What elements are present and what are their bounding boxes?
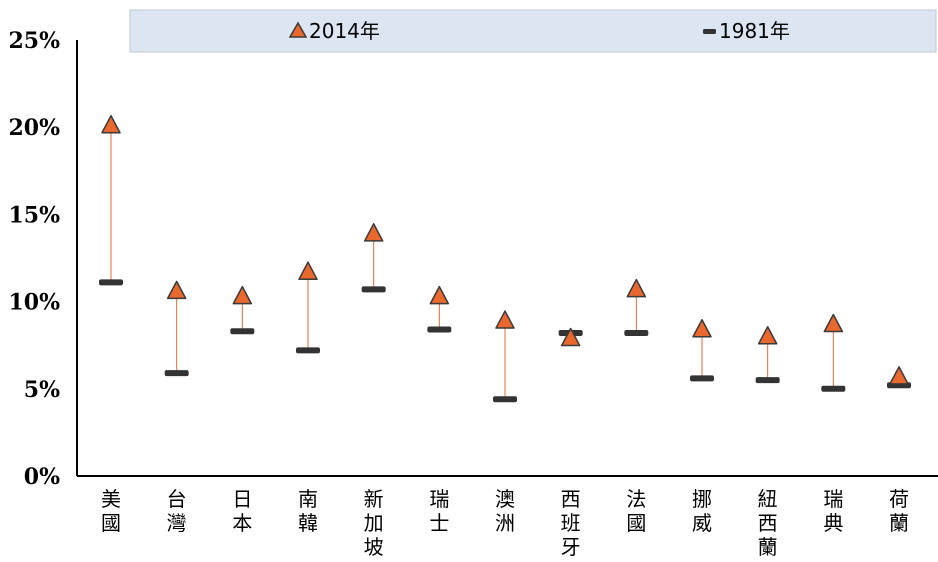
data-point-1981 [821, 385, 846, 392]
legend-2014-label: 2014年 [309, 19, 380, 43]
data-point-1981 [624, 329, 649, 336]
y-tick-label: 0% [24, 464, 60, 490]
y-tick-labels: 0% 5% 10% 15% 20% 25% [8, 28, 60, 490]
x-tick-label: 南韓 [298, 487, 318, 535]
data-point-2014 [101, 114, 121, 134]
y-tick-label: 15% [8, 202, 60, 228]
legend: 2014年 1981年 [129, 9, 937, 53]
x-tick-label: 新加坡 [364, 487, 384, 559]
x-tick-label: 挪威 [692, 487, 712, 535]
data-point-1981 [690, 375, 714, 382]
data-point-1981 [230, 328, 255, 335]
x-tick-label: 紐西蘭 [758, 487, 778, 559]
data-point-1981 [296, 347, 320, 354]
y-tick-label: 5% [24, 377, 60, 403]
data-point-2014 [166, 280, 187, 300]
y-tick-label: 10% [8, 290, 60, 316]
data-point-2014 [429, 285, 450, 305]
data-point-2014 [692, 319, 712, 338]
x-tick-label: 澳洲 [495, 487, 515, 535]
data-point-2014 [889, 366, 909, 385]
data-point-1981 [427, 326, 452, 333]
data-point-2014 [495, 310, 515, 329]
legend-1981-marker [703, 29, 716, 34]
data-point-2014 [626, 278, 647, 298]
x-tick-label: 法國 [626, 487, 646, 535]
y-tick-label: 20% [8, 115, 60, 141]
data-point-2014 [757, 325, 778, 345]
data-point-1981 [164, 370, 189, 377]
data-point-1981 [361, 286, 386, 293]
data-point-1981 [755, 377, 780, 384]
x-tick-label: 西班牙 [561, 487, 581, 559]
data-point-2014 [232, 285, 253, 305]
y-tick-label: 25% [8, 28, 60, 54]
legend-2014-marker [288, 21, 308, 38]
data-point-1981 [99, 279, 123, 286]
data-point-2014 [823, 313, 844, 333]
x-tick-label: 瑞士 [429, 487, 449, 535]
data-point-2014 [363, 223, 384, 242]
x-tick-label: 日本 [232, 487, 252, 535]
x-tick-label: 瑞典 [823, 487, 843, 535]
data-point-2014 [560, 327, 581, 347]
legend-1981-label: 1981年 [719, 19, 790, 43]
data-point-1981 [493, 396, 517, 403]
x-tick-label: 美國 [101, 487, 121, 535]
x-tick-label: 荷蘭 [889, 487, 909, 535]
series-2014 [101, 114, 909, 385]
connector-lines [110, 123, 900, 400]
x-tick-label: 台灣 [167, 487, 187, 535]
legend-box [129, 9, 937, 53]
data-point-2014 [298, 261, 318, 280]
